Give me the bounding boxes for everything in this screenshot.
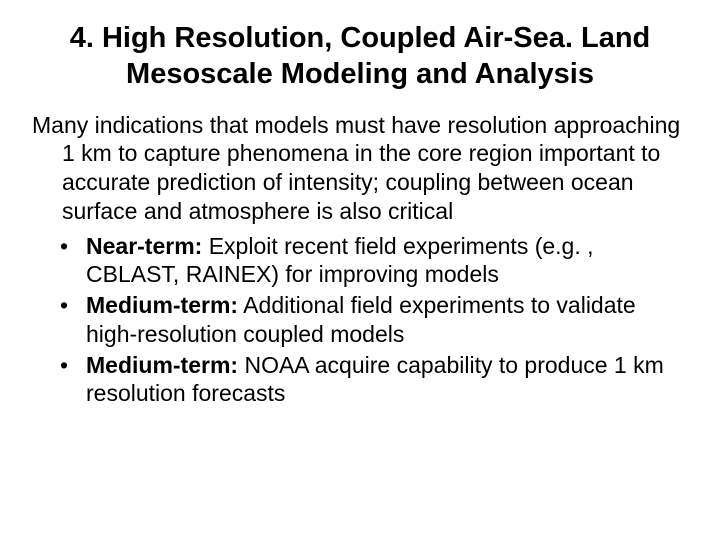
bullet-label: Medium-term: bbox=[86, 292, 238, 318]
bullet-label: Near-term: bbox=[86, 233, 202, 259]
list-item: Near-term: Exploit recent field experime… bbox=[58, 232, 692, 290]
intro-paragraph: Many indications that models must have r… bbox=[58, 111, 692, 226]
list-item: Medium-term: NOAA acquire capability to … bbox=[58, 351, 692, 409]
bullet-list: Near-term: Exploit recent field experime… bbox=[28, 232, 692, 409]
list-item: Medium-term: Additional field experiment… bbox=[58, 291, 692, 349]
slide-title: 4. High Resolution, Coupled Air-Sea. Lan… bbox=[28, 20, 692, 93]
bullet-label: Medium-term: bbox=[86, 352, 238, 378]
